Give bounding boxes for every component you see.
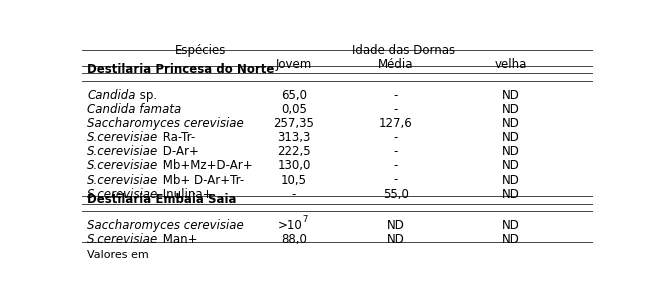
Text: Inulina+: Inulina+ xyxy=(159,188,212,201)
Text: 65,0: 65,0 xyxy=(281,88,307,102)
Text: Mb+Mz+D-Ar+: Mb+Mz+D-Ar+ xyxy=(159,159,252,172)
Text: Man+: Man+ xyxy=(159,233,197,246)
Text: 257,35: 257,35 xyxy=(274,117,315,130)
Text: ND: ND xyxy=(501,117,520,130)
Text: Mb+ D-Ar+Tr-: Mb+ D-Ar+Tr- xyxy=(159,174,244,187)
Text: S.cerevisiae: S.cerevisiae xyxy=(88,188,159,201)
Text: 130,0: 130,0 xyxy=(277,159,311,172)
Text: ND: ND xyxy=(501,145,520,158)
Text: 7: 7 xyxy=(303,215,308,224)
Text: -: - xyxy=(393,131,398,144)
Text: Espécies: Espécies xyxy=(175,43,226,57)
Text: ND: ND xyxy=(501,131,520,144)
Text: Saccharomyces cerevisiae: Saccharomyces cerevisiae xyxy=(88,219,244,232)
Text: >107: >107 xyxy=(278,219,310,232)
Text: 55,0: 55,0 xyxy=(383,188,409,201)
Text: 222,5: 222,5 xyxy=(277,145,311,158)
Text: Valores em: Valores em xyxy=(88,250,149,260)
Text: S.cerevisiae: S.cerevisiae xyxy=(88,131,159,144)
Text: S.cerevisiae: S.cerevisiae xyxy=(88,174,159,187)
Text: ND: ND xyxy=(501,233,520,246)
Text: velha: velha xyxy=(494,58,527,71)
Text: 313,3: 313,3 xyxy=(277,131,311,144)
Text: -: - xyxy=(393,103,398,116)
Text: sp.: sp. xyxy=(136,88,157,102)
Text: ND: ND xyxy=(501,174,520,187)
Text: ND: ND xyxy=(501,103,520,116)
Text: S.cerevisiae: S.cerevisiae xyxy=(88,145,159,158)
Text: 88,0: 88,0 xyxy=(281,233,307,246)
Text: D-Ar+: D-Ar+ xyxy=(159,145,199,158)
Text: >10: >10 xyxy=(278,219,303,232)
Text: 0,05: 0,05 xyxy=(281,103,307,116)
Text: -: - xyxy=(393,145,398,158)
Text: -: - xyxy=(393,174,398,187)
Text: -: - xyxy=(291,188,296,201)
Text: ND: ND xyxy=(501,88,520,102)
Text: Média: Média xyxy=(378,58,414,71)
Text: 10,5: 10,5 xyxy=(281,174,307,187)
Text: Jovem: Jovem xyxy=(276,58,312,71)
Text: ND: ND xyxy=(501,219,520,232)
Text: Saccharomyces cerevisiae: Saccharomyces cerevisiae xyxy=(88,117,244,130)
Text: ND: ND xyxy=(501,159,520,172)
Text: Candida: Candida xyxy=(88,88,136,102)
Text: Destilaria Princesa do Norte: Destilaria Princesa do Norte xyxy=(88,63,275,76)
Text: 127,6: 127,6 xyxy=(379,117,413,130)
Text: Candida famata: Candida famata xyxy=(88,103,182,116)
Text: S.cerevisiae: S.cerevisiae xyxy=(88,233,159,246)
Text: -: - xyxy=(393,159,398,172)
Text: ND: ND xyxy=(387,233,405,246)
Text: Ra-Tr-: Ra-Tr- xyxy=(159,131,195,144)
Text: S.cerevisiae: S.cerevisiae xyxy=(88,159,159,172)
Text: -: - xyxy=(393,88,398,102)
Text: Idade das Dornas: Idade das Dornas xyxy=(352,43,455,57)
Text: ND: ND xyxy=(501,188,520,201)
Text: Destilaria Embaia Saia: Destilaria Embaia Saia xyxy=(88,193,237,206)
Text: ND: ND xyxy=(387,219,405,232)
